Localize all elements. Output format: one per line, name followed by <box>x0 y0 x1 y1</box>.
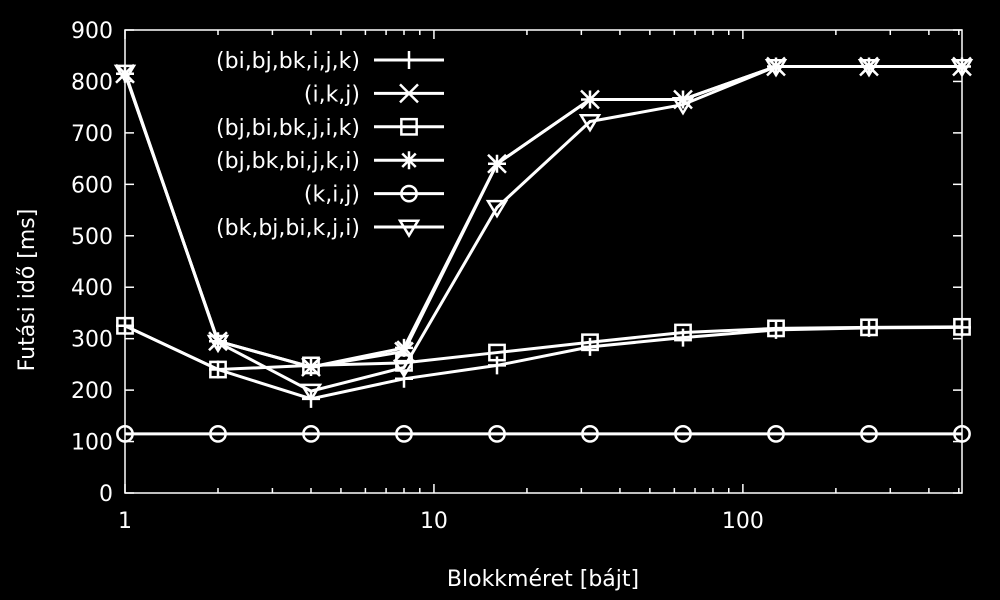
data-point-square <box>488 343 506 362</box>
plot-frame <box>124 29 963 494</box>
data-point-triangle-down <box>671 97 695 116</box>
legend-entry: (i,k,j) <box>304 82 444 107</box>
data-point-triangle-down <box>950 58 974 78</box>
legend-entry: (bj,bk,bi,j,k,i) <box>216 149 444 174</box>
legend-entry: (bi,bj,bk,i,j,k) <box>216 49 444 74</box>
data-point-triangle-down <box>397 219 421 238</box>
y-tick-label: 300 <box>71 328 113 353</box>
legend-label: (bj,bk,bi,j,k,i) <box>216 149 360 174</box>
data-point-square <box>860 318 878 337</box>
series-5 <box>113 58 974 403</box>
x-axis-ticks: 1 10 100 <box>118 30 960 534</box>
y-axis-label: Futási idő [ms] <box>15 209 40 372</box>
y-tick-label: 800 <box>71 70 113 95</box>
data-point-plus <box>395 369 413 388</box>
data-point-cross <box>399 83 419 104</box>
y-tick-label: 400 <box>71 276 113 301</box>
series-line <box>124 324 963 401</box>
y-tick-label: 0 <box>99 482 113 507</box>
data-point-triangle-down <box>578 114 602 133</box>
data-point-triangle-down <box>206 334 230 354</box>
legend-label: (bk,bj,bi,k,j,i) <box>216 216 360 241</box>
data-point-circle <box>581 424 599 443</box>
data-point-circle <box>209 424 227 443</box>
x-tick-label: 100 <box>722 509 764 534</box>
data-point-circle <box>488 424 506 443</box>
x-axis-label: Blokkméret [bájt] <box>447 567 639 592</box>
legend-label: (k,i,j) <box>304 183 360 208</box>
data-point-triangle-down <box>485 199 509 219</box>
y-tick-label: 900 <box>71 19 113 44</box>
y-tick-label: 100 <box>71 431 113 456</box>
series-line <box>123 65 962 393</box>
data-point-circle <box>953 424 971 443</box>
y-tick-label: 600 <box>71 173 113 198</box>
legend-label: (i,k,j) <box>304 82 360 107</box>
legend-label: (bj,bi,bk,j,i,k) <box>216 116 360 141</box>
data-point-square <box>209 360 227 379</box>
data-point-triangle-down <box>299 383 323 403</box>
data-point-asterisk <box>488 154 506 173</box>
data-point-plus <box>400 51 418 69</box>
plot-axes <box>124 29 963 494</box>
data-point-square <box>581 333 599 352</box>
data-point-circle <box>395 424 413 443</box>
data-point-asterisk <box>400 151 418 170</box>
data-point-square <box>767 319 785 338</box>
legend-entry: (bk,bj,bi,k,j,i) <box>216 216 444 241</box>
data-point-circle <box>674 424 692 443</box>
y-tick-label: 700 <box>71 122 113 147</box>
x-tick-label: 10 <box>420 509 448 534</box>
data-point-circle <box>116 424 134 443</box>
y-tick-label: 500 <box>71 225 113 250</box>
data-point-circle <box>302 424 320 443</box>
data-point-asterisk <box>581 90 599 109</box>
data-point-asterisk <box>302 357 320 376</box>
legend: (bi,bj,bk,i,j,k) (i,k,j) (bj,bi,bk,j,i,k) (… <box>216 49 444 241</box>
data-point-circle <box>400 184 418 203</box>
data-point-triangle-down <box>857 58 881 78</box>
data-series <box>113 56 974 443</box>
data-point-circle <box>860 424 878 443</box>
legend-label: (bi,bj,bk,i,j,k) <box>216 49 360 74</box>
series-0 <box>116 316 971 408</box>
series-line <box>124 324 963 372</box>
data-point-square <box>953 317 971 336</box>
y-axis-ticks: 0 100 200 300 400 500 600 700 800 900 <box>71 19 962 507</box>
data-point-triangle-down <box>392 359 416 379</box>
data-point-circle <box>767 424 785 443</box>
x-tick-label: 1 <box>118 509 132 534</box>
data-point-triangle-down <box>113 64 137 84</box>
data-point-square <box>116 316 134 335</box>
y-tick-label: 200 <box>71 379 113 404</box>
data-point-square <box>400 117 418 136</box>
legend-entry: (k,i,j) <box>304 183 444 208</box>
series-4 <box>116 424 971 443</box>
data-point-triangle-down <box>764 58 788 78</box>
data-point-square <box>674 323 692 342</box>
data-point-asterisk <box>395 338 413 357</box>
legend-entry: (bj,bi,bk,j,i,k) <box>216 116 444 141</box>
